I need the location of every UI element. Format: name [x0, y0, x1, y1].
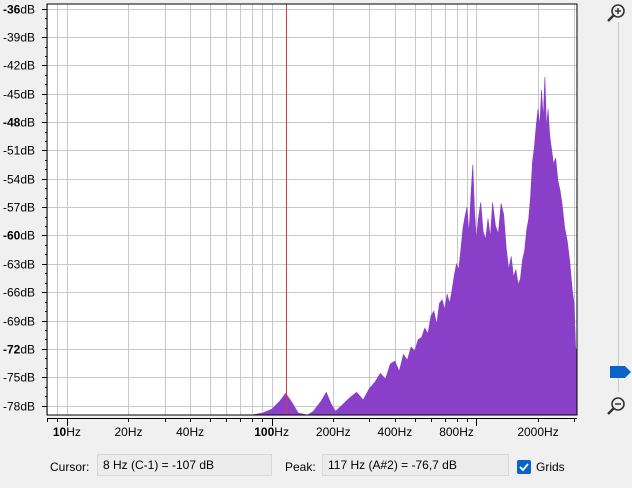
x-tick-label: 10Hz — [53, 425, 81, 439]
grids-label[interactable]: Grids — [536, 460, 565, 474]
y-tick-label: -78dB — [3, 400, 35, 414]
plot-border — [46, 3, 578, 416]
status-bar: Cursor: 8 Hz (C-1) = -107 dB Peak: 117 H… — [0, 452, 632, 482]
y-tick-label: -42dB — [3, 59, 35, 73]
y-tick-label: -63dB — [3, 258, 35, 272]
x-axis: 10Hz 20Hz 40Hz 100Hz 200Hz 400Hz 800Hz 2000Hz — [47, 418, 577, 439]
y-tick-label: -66dB — [3, 286, 35, 300]
x-tick-label: 100Hz — [254, 425, 289, 439]
y-tick-label: -48dB — [3, 116, 35, 130]
y-tick-label: -75dB — [3, 371, 35, 385]
grids-checkbox[interactable] — [517, 460, 531, 474]
zoom-in-icon[interactable] — [605, 2, 627, 24]
zoom-slider-thumb[interactable] — [608, 365, 632, 379]
y-tick-label: -51dB — [3, 144, 35, 158]
spectrum-plot[interactable]: -36dB -39dB -42dB -45dB -48dB -51dB -54dB -57dB… — [0, 0, 632, 444]
x-tick-label: 800Hz — [439, 425, 474, 439]
x-tick-label: 200Hz — [316, 425, 351, 439]
y-tick-label: -57dB — [3, 201, 35, 215]
x-tick-label: 40Hz — [176, 425, 204, 439]
x-tick-label: 20Hz — [114, 425, 142, 439]
y-tick-label: -54dB — [3, 173, 35, 187]
zoom-slider-track[interactable] — [618, 22, 619, 392]
spectrum-area — [251, 76, 578, 416]
y-tick-label: -60dB — [3, 229, 35, 243]
peak-label: Peak: — [285, 460, 316, 474]
spectrum-fill — [251, 76, 578, 416]
x-tick-label: 400Hz — [378, 425, 413, 439]
cursor-label: Cursor: — [50, 460, 90, 474]
y-tick-label: -72dB — [3, 343, 35, 357]
peak-value-field: 117 Hz (A#2) = -76,7 dB — [322, 454, 509, 476]
checkmark-icon — [519, 463, 529, 472]
y-tick-label: -39dB — [3, 31, 35, 45]
zoom-out-icon[interactable] — [605, 395, 627, 417]
y-tick-label: -69dB — [3, 315, 35, 329]
x-tick-label: 2000Hz — [517, 425, 558, 439]
y-axis: -36dB -39dB -42dB -45dB -48dB -51dB -54dB -57dB… — [3, 3, 47, 414]
y-tick-label: -45dB — [3, 88, 35, 102]
cursor-value-field: 8 Hz (C-1) = -107 dB — [97, 454, 272, 476]
y-tick-label: -36dB — [3, 3, 35, 17]
